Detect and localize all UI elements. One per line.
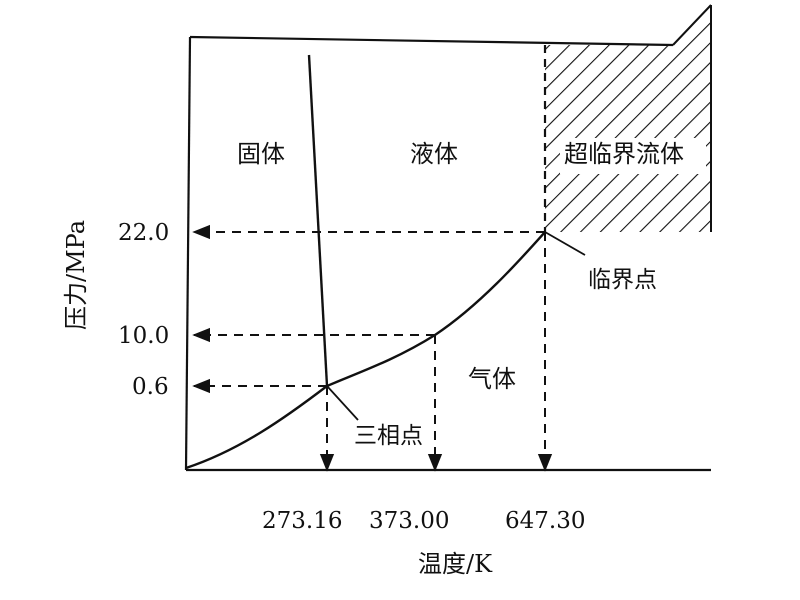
triple-point-label: 三相点 (354, 423, 423, 449)
frame-top (189, 35, 674, 47)
region-label-liquid: 液体 (410, 140, 458, 168)
supercritical-label-backdrop (560, 138, 706, 174)
x-tick-label: 373.00 (369, 508, 449, 534)
x-tick-label: 647.30 (505, 508, 585, 534)
region-label-gas: 气体 (468, 365, 516, 393)
critical-point-leader (544, 231, 586, 256)
region-label-supercritical: 超临界流体 (564, 140, 684, 168)
hatch-outline-corner (672, 4, 712, 232)
y-tick-label: 0.6 (132, 374, 169, 400)
y-axis (184, 36, 192, 471)
region-label-solid: 固体 (237, 140, 285, 168)
triple-point-leader (326, 385, 359, 421)
melting-curve (307, 54, 329, 387)
y-tick-label: 10.0 (118, 323, 169, 349)
x-axis-title: 温度/K (418, 550, 493, 578)
supercritical-hatch-area (545, 5, 711, 232)
y-axis-title: 压力/MPa (62, 220, 90, 330)
y-tick-label: 22.0 (118, 220, 169, 246)
x-tick-label: 273.16 (262, 508, 342, 534)
vapor-pressure-curve (185, 231, 546, 470)
critical-point-label: 临界点 (588, 267, 657, 293)
